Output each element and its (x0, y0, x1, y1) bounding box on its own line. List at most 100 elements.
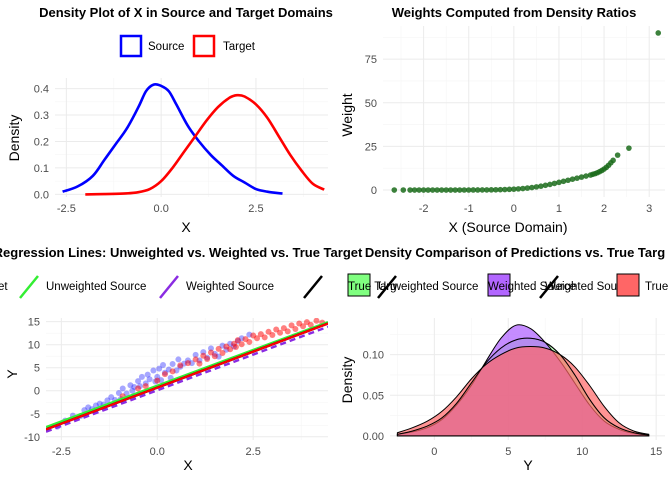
y-tick-label: 25 (365, 141, 377, 153)
y-tick-label: -5 (30, 409, 40, 421)
panel-regression: Regression Lines: Unweighted vs. Weighte… (0, 245, 363, 473)
panel4-legend-key-true-target (347, 273, 371, 297)
y-tick-label: 0.4 (34, 84, 49, 96)
weight-point (420, 187, 427, 193)
x-tick-label: -2 (419, 203, 429, 215)
weight-point (443, 187, 449, 193)
weight-point (556, 179, 562, 186)
true-target-density-outline (397, 337, 649, 436)
y-tick-label: 0.05 (363, 390, 384, 402)
target-point (211, 353, 218, 360)
target-point (246, 338, 253, 345)
panel4-legend-label-1: Unweighted Source (378, 281, 478, 293)
panel4-title: Density Comparison of Predictions vs. Tr… (365, 245, 665, 260)
panel4-legend-label-4: True (645, 281, 668, 293)
target-point (234, 337, 241, 344)
panel3-legend-key-unweighted (19, 275, 39, 299)
weight-point (493, 186, 499, 193)
panel4-axes: 0 5 10 15 0.00 0.05 0.10 (363, 350, 663, 458)
weight-point (515, 186, 522, 192)
weight-point (438, 187, 445, 193)
x-tick-label: 2.5 (248, 203, 263, 215)
x-tick-label: -2.5 (52, 446, 71, 458)
panel1-title: Density Plot of X in Source and Target D… (39, 5, 333, 20)
weight-point (474, 187, 481, 193)
source-point (135, 378, 142, 385)
y-tick-label: 0.2 (34, 136, 49, 148)
panel2-grid (383, 26, 665, 197)
weight-point (400, 187, 407, 193)
weight-point (511, 186, 517, 192)
source-point (160, 361, 167, 368)
weight-point (497, 186, 504, 193)
target-point (154, 377, 161, 384)
source-point (156, 365, 163, 372)
panel1-axes: -2.5 0.0 2.5 0.0 0.1 0.2 0.3 0.4 (34, 84, 264, 215)
weight-point (407, 187, 413, 193)
x-tick-label: -1 (464, 203, 474, 215)
weight-point (569, 176, 576, 183)
x-tick-label: 0 (511, 203, 517, 215)
weight-point (655, 30, 662, 36)
target-point (261, 334, 268, 341)
target-point (307, 321, 314, 328)
source-point (96, 400, 103, 407)
weight-point (583, 173, 589, 179)
weight-point (470, 187, 477, 193)
source-point (192, 351, 199, 358)
weight-point (560, 178, 567, 185)
source-point (146, 376, 153, 383)
weight-point (416, 187, 422, 193)
target-point (196, 360, 203, 367)
x-tick-label: 2.5 (246, 446, 261, 458)
weight-point (610, 157, 616, 164)
target-point (161, 371, 168, 378)
source-point (129, 387, 136, 394)
target-point (292, 326, 299, 333)
weight-point (524, 185, 531, 191)
y-tick-label: 75 (365, 54, 377, 66)
weight-point (578, 174, 585, 180)
panel1-xlabel: X (181, 219, 191, 235)
source-point (85, 404, 92, 411)
panel2-xlabel: X (Source Domain) (448, 219, 567, 235)
density-line-target (85, 93, 325, 196)
panel3-clipped-marks (46, 318, 328, 433)
panel4-legend-label-2: Weighted Source (488, 281, 576, 293)
source-point (127, 382, 134, 389)
source-point (144, 371, 151, 378)
panel1-legend: Source Target (119, 34, 256, 58)
x-tick-label: 3 (646, 203, 652, 215)
panel4-legend: True Targ Unweighted Source Weighted Sou… (347, 273, 668, 299)
x-tick-label: 2 (601, 203, 607, 215)
target-point (288, 322, 295, 329)
panel1-legend-label-target: Target (223, 41, 256, 53)
panel4-legend-key-line-1 (377, 275, 397, 299)
density-line-source (62, 82, 283, 195)
panel4-legend-key-unweighted (487, 273, 511, 297)
panel3-ylabel: Y (4, 369, 20, 379)
target-point (284, 328, 291, 335)
weight-point (502, 186, 508, 193)
weighted-density-area (396, 345, 650, 437)
target-point (142, 383, 149, 390)
panel3-title: Regression Lines: Unweighted vs. Weighte… (0, 245, 363, 260)
panel3-legend-label-0: et (0, 281, 8, 293)
weight-point (429, 187, 436, 193)
x-tick-label: 0.0 (150, 446, 165, 458)
panel4-legend-label-3: Weighted Source (545, 281, 633, 293)
weight-point (574, 175, 580, 181)
panel3-marks (46, 318, 328, 433)
target-point (254, 335, 261, 342)
source-point (207, 345, 214, 352)
panel4-legend-key-line-2 (539, 275, 559, 299)
weight-point (465, 187, 472, 193)
x-tick-label: 0.0 (154, 203, 169, 215)
x-tick-label: 1 (556, 203, 562, 215)
source-point (108, 394, 115, 401)
weight-point (551, 180, 558, 187)
source-point (150, 367, 157, 374)
panel-density-x: Density Plot of X in Source and Target D… (6, 5, 333, 235)
target-point (177, 362, 184, 369)
panel4-legend-key-weighted (616, 273, 640, 297)
